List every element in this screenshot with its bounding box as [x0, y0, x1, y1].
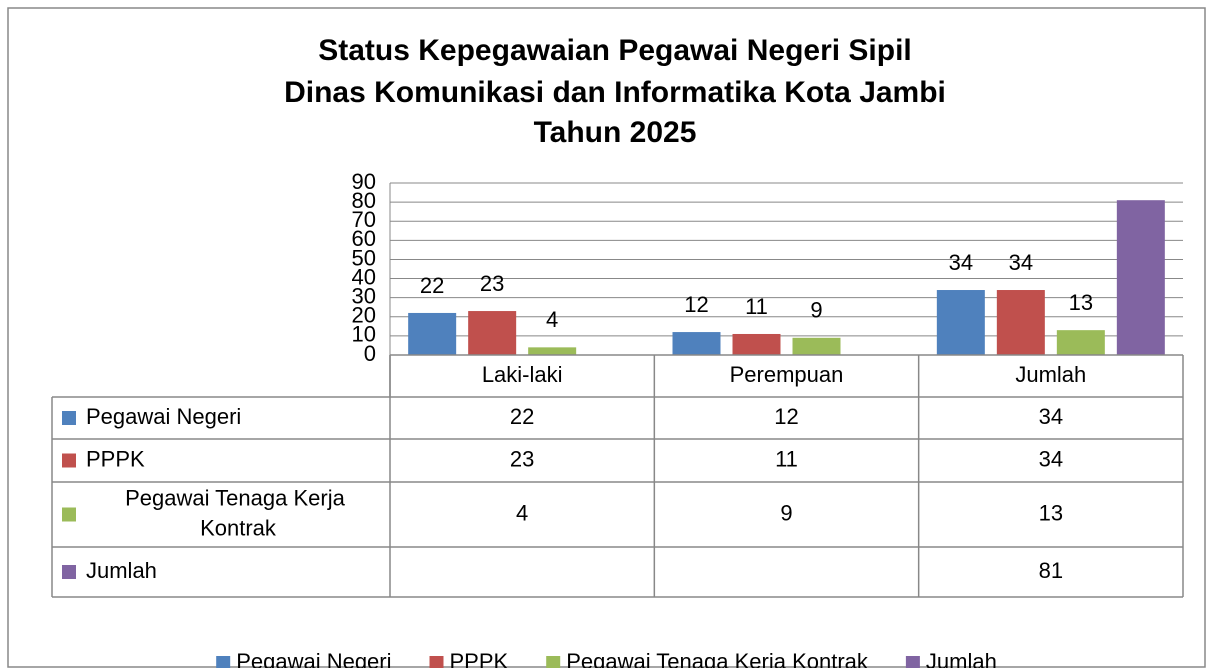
y-tick-label: 10 — [352, 322, 376, 347]
legend-swatch — [62, 565, 76, 579]
y-tick-label: 40 — [352, 264, 376, 289]
table-cell: 4 — [516, 500, 528, 525]
data-label: 34 — [949, 250, 973, 275]
table-cell: 12 — [774, 404, 798, 429]
legend-swatch — [62, 411, 76, 425]
data-label: 23 — [480, 271, 504, 296]
bar — [792, 337, 841, 355]
legend-label: PPPK — [450, 649, 509, 668]
data-label: 22 — [420, 273, 444, 298]
y-tick-label: 80 — [352, 188, 376, 213]
legend-swatch — [429, 656, 444, 668]
y-tick-label: 30 — [352, 283, 376, 308]
x-tick-label: Laki-laki — [482, 362, 563, 387]
bar — [672, 332, 721, 355]
table-cell: 34 — [1039, 446, 1063, 471]
legend-label: Pegawai Tenaga Kerja Kontrak — [566, 649, 869, 668]
table-row-header: Pegawai Negeri — [86, 404, 241, 429]
table-cell: 11 — [775, 446, 798, 471]
table-row-header: PPPK — [86, 446, 145, 471]
legend-swatch — [905, 656, 920, 668]
bar — [936, 290, 985, 355]
table-row-header: Jumlah — [86, 558, 157, 583]
table-cell: 13 — [1039, 500, 1063, 525]
table-cell: 22 — [510, 404, 534, 429]
bar — [468, 311, 517, 355]
bar — [1116, 200, 1165, 355]
chart-title: Status Kepegawaian Pegawai Negeri Sipil — [318, 34, 912, 67]
y-tick-label: 20 — [352, 303, 376, 328]
legend-swatch — [62, 453, 76, 468]
bar — [408, 312, 457, 355]
data-label: 13 — [1069, 290, 1093, 315]
table-cell: 9 — [780, 500, 792, 525]
chart-title: Tahun 2025 — [534, 116, 697, 149]
data-label: 34 — [1009, 250, 1033, 275]
y-tick-label: 50 — [352, 245, 376, 270]
table-cell: 81 — [1039, 558, 1063, 583]
y-tick-label: 70 — [352, 207, 376, 232]
legend-swatch — [62, 507, 76, 522]
legend-label: Jumlah — [926, 649, 997, 668]
bar — [1056, 330, 1105, 355]
data-label: 9 — [810, 298, 822, 323]
data-label: 12 — [684, 292, 708, 317]
table-row-header: Pegawai Tenaga Kerja Kontrak — [125, 485, 351, 540]
y-tick-label: 90 — [352, 169, 376, 194]
bar — [528, 347, 577, 355]
bar — [732, 333, 781, 355]
legend-swatch — [216, 656, 231, 668]
chart-title: Dinas Komunikasi dan Informatika Kota Ja… — [284, 76, 946, 109]
y-tick-label: 0 — [364, 341, 376, 366]
legend-swatch — [546, 656, 561, 668]
data-label: 11 — [745, 294, 768, 319]
y-tick-label: 60 — [352, 226, 376, 251]
table-cell: 23 — [510, 446, 534, 471]
legend-label: Pegawai Negeri — [236, 649, 391, 668]
x-tick-label: Jumlah — [1015, 362, 1086, 387]
bar — [996, 290, 1045, 355]
table-cell: 34 — [1039, 404, 1063, 429]
data-label: 4 — [546, 307, 558, 332]
x-tick-label: Perempuan — [730, 362, 844, 387]
